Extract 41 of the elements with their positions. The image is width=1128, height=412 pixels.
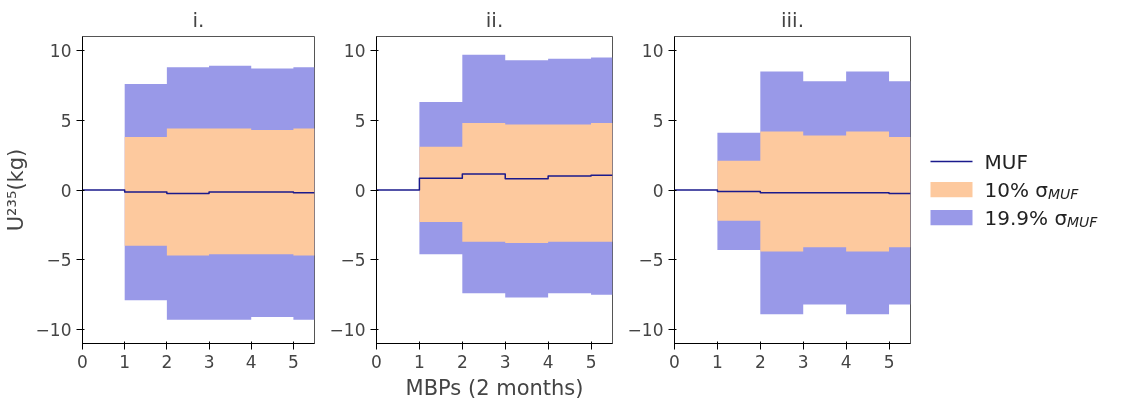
chart-title: ii. [485, 7, 504, 32]
x-tick-label: 5 [883, 351, 895, 372]
x-tick-label: 3 [499, 351, 511, 372]
y-tick-label: 5 [60, 110, 72, 131]
y-tick-label: −5 [46, 250, 72, 271]
x-tick-label: 4 [245, 351, 257, 372]
x-tick-label: 1 [119, 351, 131, 372]
x-tick-label: 5 [288, 351, 299, 372]
legend-label: MUF [984, 149, 1028, 174]
y-tick-label: 10 [343, 40, 366, 61]
y-tick-label: 0 [354, 180, 366, 201]
y-tick-label: 0 [60, 180, 72, 201]
x-tick-label: 5 [585, 351, 597, 372]
x-tick-label: 0 [669, 351, 680, 372]
y-tick-label: 5 [652, 110, 664, 131]
y-tick-label: −10 [627, 320, 664, 341]
y-tick-label: −10 [329, 320, 366, 341]
x-tick-label: 1 [712, 351, 723, 372]
x-tick-label: 2 [161, 351, 173, 372]
y-tick-label: −10 [35, 320, 72, 341]
x-tick-label: 4 [840, 351, 852, 372]
x-axis-title: MBPs (2 months) [405, 375, 584, 400]
y-tick-label: 5 [354, 110, 366, 131]
chart-title: i. [192, 7, 205, 32]
y-tick-label: 10 [641, 40, 664, 61]
x-tick-label: 4 [542, 351, 554, 372]
y-axis-title: U²³⁵(kg) [3, 148, 28, 232]
x-tick-label: 2 [754, 351, 766, 372]
x-tick-label: 2 [456, 351, 468, 372]
chart-title: iii. [780, 7, 805, 32]
x-tick-label: 1 [414, 351, 425, 372]
x-tick-label: 3 [797, 351, 809, 372]
y-tick-label: −5 [638, 250, 664, 271]
legend-label: 10% σMUF [984, 177, 1080, 203]
x-tick-label: 0 [77, 351, 88, 372]
x-tick-label: 0 [371, 351, 382, 372]
x-tick-label: 3 [203, 351, 215, 372]
y-tick-label: 10 [49, 40, 72, 61]
y-tick-label: −5 [340, 250, 366, 271]
y-tick-label: 0 [652, 180, 664, 201]
legend-label: 19.9% σMUF [984, 205, 1099, 231]
